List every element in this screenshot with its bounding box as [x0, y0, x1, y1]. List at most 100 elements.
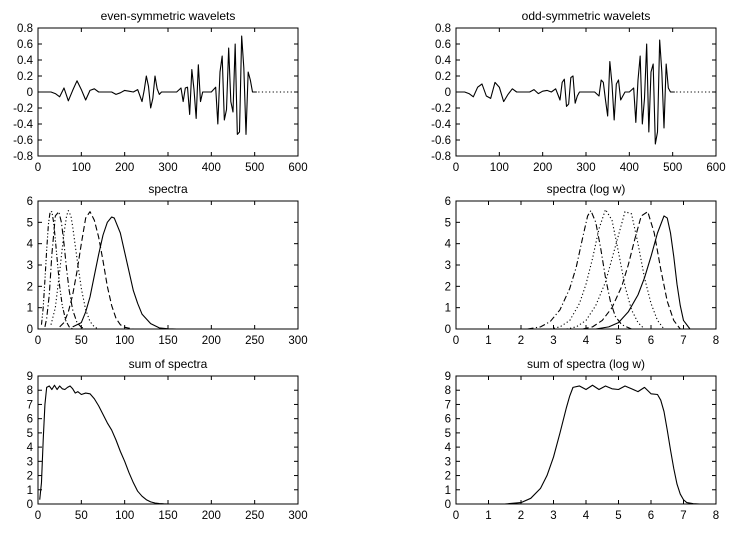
series-line-dashed [582, 211, 681, 330]
y-tick-label: 6 [27, 196, 33, 208]
y-tick-label: 0.6 [17, 39, 33, 51]
x-tick-label: 400 [620, 162, 639, 174]
y-tick-label: 0 [27, 87, 33, 99]
series-line-dotted [50, 210, 99, 330]
x-tick-label: 6 [648, 510, 654, 522]
series-line-dotted [566, 211, 665, 330]
x-tick-label: 1 [485, 335, 491, 347]
x-tick-label: 150 [158, 335, 177, 347]
x-tick-label: 8 [713, 510, 719, 522]
x-tick-label: 100 [72, 162, 91, 174]
y-tick-label: 3 [27, 260, 33, 272]
series-line-solid [38, 35, 257, 135]
chart-panel-speclog: spectra (log w) 0 1 2 3 4 5 6 7 8 0 1 2 3 4 5 6 [445, 182, 720, 347]
x-tick-label: 4 [583, 335, 590, 347]
x-tick-label: 200 [533, 162, 552, 174]
series-line-solid [595, 215, 716, 330]
x-tick-label: 3 [550, 335, 556, 347]
y-tick-label: 9 [445, 371, 451, 383]
x-tick-label: 600 [288, 162, 307, 174]
x-tick-label: 200 [202, 510, 221, 522]
series-line-solid [456, 384, 700, 505]
x-tick-label: 300 [576, 162, 595, 174]
y-tick-label: 0.4 [17, 55, 34, 67]
y-tick-label: 7 [27, 399, 33, 411]
chart-panel-even: even-symmetric wavelets 0 100 200 300 400 500 6… [13, 9, 307, 174]
chart-title: sum of spectra (log w) [527, 357, 645, 371]
y-tick-label: 1 [27, 303, 33, 315]
x-tick-label: 0 [453, 162, 459, 174]
y-tick-label: 8 [27, 385, 33, 397]
chart-panel-sum: sum of spectra 0 50 100 150 200 250 300 0 1 2 3 4 5 6 7… [27, 357, 308, 522]
x-tick-label: 300 [288, 510, 307, 522]
x-tick-label: 0 [453, 335, 459, 347]
x-tick-label: 200 [115, 162, 134, 174]
chart-panel-spec: spectra 0 50 100 150 200 250 300 0 1 2 3 4 5 6 [27, 182, 308, 347]
y-tick-label: -0.6 [13, 135, 33, 147]
x-tick-label: 500 [245, 162, 264, 174]
x-tick-label: 200 [202, 335, 221, 347]
y-tick-label: 2 [27, 471, 33, 483]
y-tick-label: 0 [445, 499, 451, 511]
chart-title: odd-symmetric wavelets [522, 9, 651, 23]
y-tick-label: 6 [445, 196, 451, 208]
x-tick-label: 100 [115, 510, 134, 522]
y-tick-label: 0.2 [17, 71, 33, 83]
y-tick-label: 5 [27, 217, 33, 229]
y-tick-label: 5 [27, 428, 33, 440]
x-tick-label: 1 [485, 510, 491, 522]
x-tick-label: 6 [648, 335, 654, 347]
y-tick-label: -0.2 [13, 103, 33, 115]
y-tick-label: 4 [445, 442, 452, 454]
y-tick-label: 0.8 [17, 23, 33, 35]
y-tick-label: 5 [445, 428, 451, 440]
x-tick-label: 3 [550, 510, 556, 522]
chart-title: spectra (log w) [547, 182, 626, 196]
x-tick-label: 0 [35, 162, 41, 174]
y-tick-label: 7 [445, 399, 451, 411]
y-tick-label: 0 [27, 499, 33, 511]
series-line-dashed [59, 211, 134, 330]
y-tick-label: 3 [27, 456, 33, 468]
plot-frame [37, 200, 299, 330]
y-tick-label: 1 [27, 485, 33, 497]
series-line-solid [39, 384, 169, 505]
y-tick-label: 0 [445, 87, 451, 99]
x-tick-label: 250 [245, 335, 264, 347]
y-tick-label: 0.4 [435, 55, 452, 67]
y-tick-label: 9 [27, 371, 33, 383]
y-tick-label: 0.2 [435, 71, 451, 83]
x-tick-label: 5 [615, 510, 621, 522]
x-tick-label: 8 [713, 335, 719, 347]
y-tick-label: -0.4 [431, 119, 451, 131]
x-tick-label: 100 [490, 162, 509, 174]
x-tick-label: 600 [706, 162, 725, 174]
y-tick-label: 0.8 [435, 23, 451, 35]
series-line-dashdotdot [40, 211, 73, 330]
x-tick-label: 4 [583, 510, 590, 522]
y-tick-label: 4 [445, 239, 452, 251]
y-tick-label: -0.2 [431, 103, 451, 115]
x-tick-label: 0 [35, 510, 41, 522]
y-tick-label: 2 [445, 281, 451, 293]
y-tick-label: -0.4 [13, 119, 33, 131]
chart-title: spectra [148, 182, 188, 196]
y-tick-label: 6 [445, 414, 451, 426]
x-tick-label: 7 [680, 510, 686, 522]
plot-frame [455, 200, 717, 330]
x-tick-label: 50 [75, 510, 88, 522]
x-tick-label: 7 [680, 335, 686, 347]
y-tick-label: 8 [445, 385, 451, 397]
y-tick-label: 4 [27, 239, 34, 251]
x-tick-label: 300 [288, 335, 307, 347]
y-tick-label: -0.6 [431, 135, 451, 147]
y-tick-label: 2 [445, 471, 451, 483]
y-tick-label: 4 [27, 442, 34, 454]
y-tick-label: 0 [27, 324, 33, 336]
y-tick-label: 6 [27, 414, 33, 426]
y-tick-label: -0.8 [13, 151, 33, 163]
y-tick-label: 2 [27, 281, 33, 293]
x-tick-label: 300 [158, 162, 177, 174]
x-tick-label: 0 [453, 510, 459, 522]
